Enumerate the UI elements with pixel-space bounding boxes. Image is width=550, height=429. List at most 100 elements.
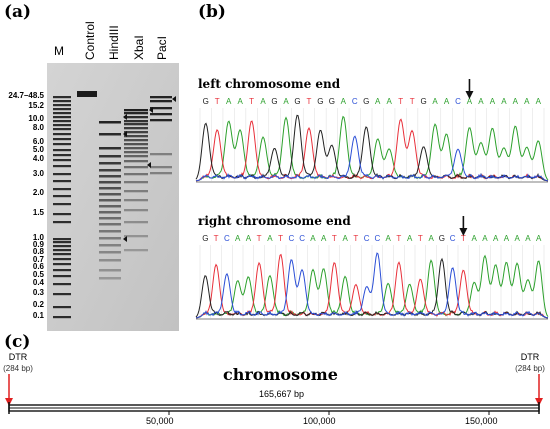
base-call: G [363,97,369,106]
ladder-label: 2.0 [32,188,44,197]
base-call: C [455,97,461,106]
gel-band [53,293,71,296]
base-call: T [249,97,254,106]
gel-band [53,249,71,252]
base-call: T [214,234,219,243]
junction-arrowhead [459,228,468,236]
gel-band [53,96,71,99]
gel-band [99,155,121,158]
panel-a-label: (a) [4,2,32,22]
gel-band [53,104,71,107]
base-call: A [501,97,507,106]
gel-band [150,96,172,99]
gel-band [53,112,71,115]
base-call: T [278,234,283,243]
gel-band [53,316,71,319]
gel-band [53,203,71,206]
gel-band [124,147,148,150]
gel-band [99,211,121,214]
ladder-label: 0.5 [32,270,44,279]
dtr-right-size: (284 bp) [515,364,545,373]
tick-label-50000: 50,000 [146,416,174,426]
gel-band [53,165,71,168]
base-call: A [524,97,530,106]
gel-band [53,124,71,127]
base-call: A [375,97,381,106]
lane-label-paci: PacI [155,35,169,60]
ladder-label: 0.8 [32,247,44,256]
gel-arrow-marker [149,107,153,113]
base-call: G [420,97,426,106]
lane-label-hindiii: HindIII [107,25,121,60]
gel-band [124,181,148,184]
gel-band [53,275,71,278]
base-call: T [257,234,262,243]
base-call: A [471,234,477,243]
gel-band [124,120,148,123]
base-call: C [299,234,305,243]
ladder-label: 0.9 [32,240,44,249]
ladder-label: 0.7 [32,255,44,264]
gel-band [99,223,121,226]
base-call: A [525,234,531,243]
gel-band [150,172,172,175]
gel-band [99,251,121,254]
gel-band [124,173,148,176]
ladder-label: 24.7–48.5 [8,91,44,100]
ladder-label: 0.4 [32,278,44,287]
junction-arrowhead [465,91,474,99]
base-call: G [271,97,277,106]
base-call: T [410,97,415,106]
trace-G-channel [195,114,549,182]
base-call: A [536,234,542,243]
ladder-label: 0.1 [32,311,44,320]
base-call: A [490,97,496,106]
base-call: A [321,234,327,243]
base-call: C [450,234,456,243]
gel-band [53,221,71,224]
gel-band [124,109,148,112]
base-call: A [428,234,434,243]
panel-c-label: (c) [4,332,31,352]
base-call: A [385,234,391,243]
gel-band [53,258,71,261]
gel-band [124,190,148,193]
gel-band [99,193,121,196]
gel-band [99,169,121,172]
gel-band [99,147,121,150]
gel-band [124,151,148,154]
gel-band [150,153,172,156]
ladder-label: 4.0 [32,154,44,163]
gel-band [53,213,71,216]
trace-A-channel [195,115,549,182]
gel-band [53,245,71,248]
gel-band [124,155,148,158]
left-end-title: left chromosome end [198,77,341,91]
gel-band [124,209,148,212]
gel-band [99,121,121,124]
gel-band [124,135,148,138]
gel-band [99,181,121,184]
base-call: G [202,234,208,243]
base-call: G [203,97,209,106]
gel-band [53,120,71,123]
gel-band [99,244,121,247]
gel-band [99,205,121,208]
gel-band [124,160,148,163]
gel-band [124,199,148,202]
base-call: C [352,97,358,106]
base-call: T [461,234,466,243]
gel-band [53,138,71,141]
base-call: T [306,97,311,106]
ladder-label: 5.0 [32,145,44,154]
base-call: G [329,97,335,106]
base-call: A [342,234,348,243]
gel-band [53,100,71,103]
gel-band [124,123,148,126]
base-call: A [237,97,243,106]
gel-band [150,113,172,116]
lane-label-control: Control [83,21,97,60]
gel-band [99,259,121,262]
base-call: T [396,234,401,243]
